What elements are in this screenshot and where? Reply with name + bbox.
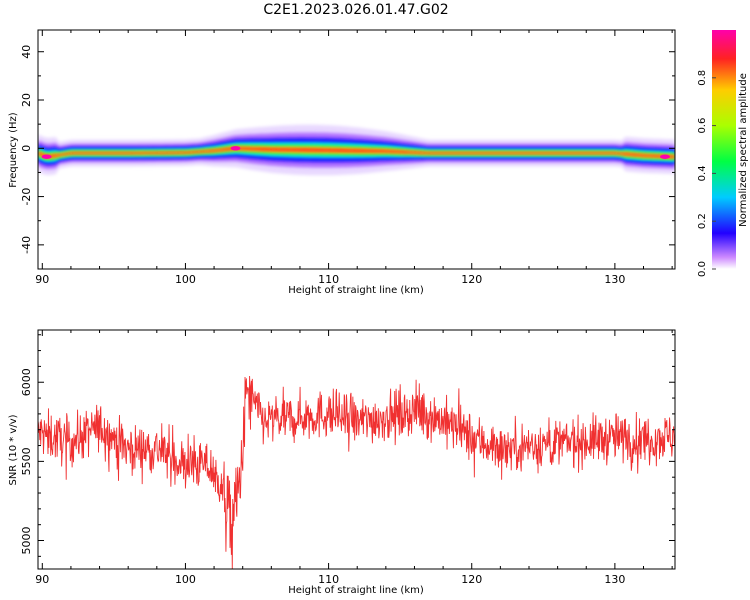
colorbar-gradient: [712, 30, 736, 269]
figure-title: C2E1.2023.026.01.47.G02: [263, 2, 448, 18]
band-yellow: [38, 145, 675, 159]
spectrogram-peak: [659, 154, 670, 159]
colorbar-tick-label: 0.6: [697, 118, 708, 134]
y-tick-label: -20: [20, 188, 33, 206]
colorbar-ticks: 0.0 0.2 0.4 0.6 0.8: [697, 70, 716, 277]
x-tick-label: 110: [318, 573, 339, 586]
y-tick-label: -40: [20, 236, 33, 254]
spectrogram-frame: [37, 29, 676, 270]
snr-x-label: Height of straight line (km): [288, 585, 424, 596]
colorbar-tick-label: 0.8: [697, 70, 708, 86]
y-tick-label: 5000: [20, 527, 33, 555]
spectrogram-panel: 90 100 110 120 130 -40 -20 0 20 40 Height of str…: [8, 29, 676, 296]
colorbar-label: Normalized spectral amplitude: [738, 73, 749, 227]
x-tick-label: 100: [175, 273, 196, 286]
spectrogram-x-axis: 90 100 110 120 130: [35, 30, 673, 286]
colorbar-tick-label: 0.2: [697, 213, 708, 229]
band-red: [38, 147, 675, 158]
spectrogram-heatmap: [38, 124, 675, 176]
x-tick-label: 130: [604, 273, 625, 286]
y-tick-label: 0: [20, 145, 33, 152]
colorbar-tick-label: 0.0: [697, 261, 708, 277]
spectrogram-y-label: Frequency (Hz): [8, 112, 19, 188]
y-tick-label: 20: [20, 93, 33, 107]
snr-x-axis: 90 100 110 120 130: [35, 330, 673, 586]
snr-series-line: [38, 375, 675, 569]
x-tick-label: 110: [318, 273, 339, 286]
spectrogram-peak: [41, 154, 52, 159]
spectrogram-x-label: Height of straight line (km): [288, 285, 424, 296]
colorbar: 0.0 0.2 0.4 0.6 0.8 Normalized spectral ampl…: [697, 30, 749, 277]
y-tick-label: 40: [20, 45, 33, 59]
y-tick-label: 6000: [20, 368, 33, 396]
spectrogram-peak: [230, 146, 241, 151]
x-tick-label: 120: [461, 573, 482, 586]
x-tick-label: 120: [461, 273, 482, 286]
snr-panel: 90 100 110 120 130 5000 5500 6000 Height of st…: [8, 329, 676, 596]
spectrogram-y-axis: -40 -20 0 20 40: [20, 45, 675, 270]
y-tick-label: 5500: [20, 447, 33, 475]
snr-frame: [37, 329, 676, 570]
x-tick-label: 90: [35, 273, 49, 286]
x-tick-label: 100: [175, 573, 196, 586]
snr-y-label: SNR (10 * v/v): [8, 414, 19, 485]
snr-y-axis: 5000 5500 6000: [20, 334, 675, 557]
colorbar-tick-label: 0.4: [697, 165, 708, 181]
x-tick-label: 130: [604, 573, 625, 586]
x-tick-label: 90: [35, 573, 49, 586]
